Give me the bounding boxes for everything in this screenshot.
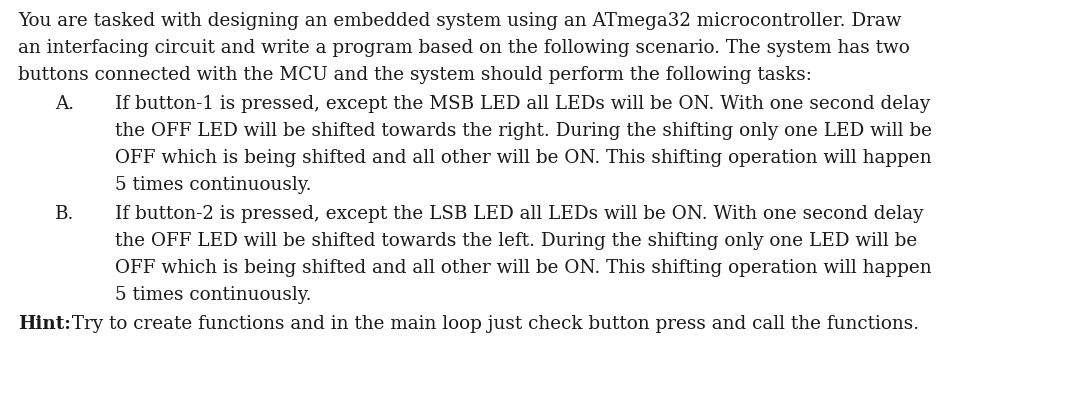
Text: the OFF LED will be shifted towards the left. During the shifting only one LED w: the OFF LED will be shifted towards the …: [114, 231, 917, 249]
Text: You are tasked with designing an embedded system using an ATmega32 microcontroll: You are tasked with designing an embedde…: [18, 12, 902, 30]
Text: the OFF LED will be shifted towards the right. During the shifting only one LED : the OFF LED will be shifted towards the …: [114, 122, 932, 140]
Text: buttons connected with the MCU and the system should perform the following tasks: buttons connected with the MCU and the s…: [18, 66, 812, 84]
Text: If button-1 is pressed, except the MSB LED all LEDs will be ON. With one second : If button-1 is pressed, except the MSB L…: [114, 95, 930, 113]
Text: Try to create functions and in the main loop just check button press and call th: Try to create functions and in the main …: [66, 314, 919, 332]
Text: B.: B.: [55, 205, 75, 223]
Text: 5 times continuously.: 5 times continuously.: [114, 285, 311, 303]
Text: 5 times continuously.: 5 times continuously.: [114, 176, 311, 194]
Text: an interfacing circuit and write a program based on the following scenario. The : an interfacing circuit and write a progr…: [18, 39, 909, 57]
Text: OFF which is being shifted and all other will be ON. This shifting operation wil: OFF which is being shifted and all other…: [114, 149, 932, 166]
Text: If button-2 is pressed, except the LSB LED all LEDs will be ON. With one second : If button-2 is pressed, except the LSB L…: [114, 205, 923, 223]
Text: A.: A.: [55, 95, 75, 113]
Text: Hint:: Hint:: [18, 314, 71, 332]
Text: OFF which is being shifted and all other will be ON. This shifting operation wil: OFF which is being shifted and all other…: [114, 258, 932, 276]
